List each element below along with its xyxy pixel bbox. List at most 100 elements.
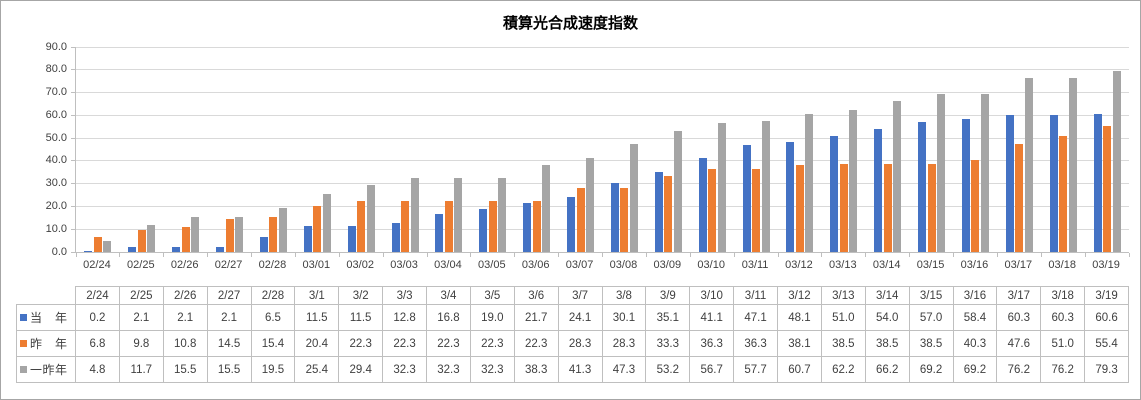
table-header-cell: 3/5 (469, 286, 515, 305)
table-cell: 57.0 (908, 304, 954, 331)
y-axis-tick (71, 92, 75, 94)
table-cell: 2.1 (118, 304, 164, 331)
x-axis-tick-label: 02/26 (170, 259, 199, 271)
bar-last-year (313, 205, 322, 252)
table-cell: 6.5 (250, 304, 296, 331)
table-cell: 55.4 (1084, 330, 1129, 357)
bar-two-years-ago (322, 194, 331, 252)
table-cell: 51.0 (820, 304, 866, 331)
table-cell: 11.5 (338, 304, 384, 331)
table-cell: 32.3 (382, 356, 427, 383)
bar-last-year (444, 201, 453, 252)
bar-two-years-ago (1068, 78, 1077, 252)
bar-last-year (620, 187, 629, 252)
bar-last-year (971, 160, 980, 252)
bar-last-year (225, 218, 234, 252)
table-header-cell: 3/16 (952, 286, 998, 305)
y-axis-tick-label: 90.0 (45, 40, 67, 53)
bar-this-year (347, 225, 356, 252)
table-cell: 36.3 (689, 330, 735, 357)
table-cell: 2.1 (206, 304, 252, 331)
x-axis-tick (119, 253, 121, 257)
x-axis-tick-label: 03/15 (916, 259, 945, 271)
bar-this-year (84, 251, 93, 252)
table-header-cell: 2/26 (162, 286, 208, 305)
bar-this-year (1049, 114, 1058, 252)
table-cell: 66.2 (864, 356, 910, 383)
legend-key-two-years-ago (20, 366, 27, 373)
table-cell: 21.7 (513, 304, 559, 331)
gridline (76, 69, 1129, 71)
x-axis-tick (777, 253, 779, 257)
table-cell: 60.3 (1040, 304, 1086, 331)
table-header-cell: 2/24 (75, 286, 120, 305)
x-axis-tick (294, 253, 296, 257)
table-header-cell: 2/28 (250, 286, 296, 305)
bar-last-year (181, 227, 190, 252)
table-cell: 2.1 (162, 304, 208, 331)
table-header-cell: 3/2 (338, 286, 384, 305)
table-cell: 47.6 (996, 330, 1042, 357)
table-cell: 22.3 (426, 330, 471, 357)
gridline (76, 46, 1129, 48)
bar-two-years-ago (1112, 71, 1121, 252)
bar-this-year (1005, 114, 1014, 252)
x-axis-tick-label: 02/28 (258, 259, 287, 271)
table-header-cell: 3/12 (777, 286, 822, 305)
table-cell: 22.3 (469, 330, 515, 357)
y-axis-tick-label: 60.0 (45, 108, 67, 121)
bar-two-years-ago (235, 216, 244, 252)
data-table-header-row: 2/24 2/25 2/26 2/27 2/28 3/1 3/2 3/3 3/4 3/5 3/6 3/… (17, 286, 1129, 305)
bar-this-year (435, 213, 444, 252)
table-header-cell: 3/10 (689, 286, 735, 305)
table-cell: 79.3 (1084, 356, 1129, 383)
y-axis-tick (71, 69, 75, 71)
table-header-cell: 3/17 (996, 286, 1042, 305)
x-axis-tick (1040, 253, 1042, 257)
bar-this-year (303, 225, 312, 252)
bar-last-year (401, 201, 410, 252)
y-axis-tick (71, 46, 75, 48)
table-cell: 11.7 (118, 356, 164, 383)
y-axis-tick-label: 70.0 (45, 86, 67, 99)
bar-two-years-ago (454, 178, 463, 252)
bar-last-year (576, 187, 585, 252)
x-axis-tick-label: 03/16 (960, 259, 989, 271)
x-axis-tick (689, 253, 691, 257)
x-axis-tick-label: 03/06 (521, 259, 550, 271)
bar-this-year (654, 172, 663, 252)
legend-key-this-year (20, 314, 27, 321)
bar-last-year (532, 201, 541, 252)
bar-two-years-ago (191, 216, 200, 252)
bar-this-year (523, 202, 532, 252)
bar-this-year (918, 122, 927, 252)
bar-two-years-ago (147, 225, 156, 252)
table-cell: 41.3 (557, 356, 603, 383)
x-axis-tick (382, 253, 384, 257)
table-cell: 48.1 (777, 304, 822, 331)
table-cell: 19.0 (469, 304, 515, 331)
table-cell: 62.2 (820, 356, 866, 383)
bar-two-years-ago (761, 120, 770, 252)
table-header-cell: 3/14 (864, 286, 910, 305)
table-cell: 15.5 (206, 356, 252, 383)
gridline (76, 160, 1129, 162)
table-cell: 9.8 (118, 330, 164, 357)
table-cell: 22.3 (338, 330, 384, 357)
bar-last-year (488, 201, 497, 252)
series-label-cell: 昨 年 (16, 330, 76, 357)
x-axis-tick (470, 253, 472, 257)
x-axis-tick (338, 253, 340, 257)
bar-two-years-ago (498, 178, 507, 252)
table-cell: 36.3 (733, 330, 778, 357)
bar-two-years-ago (937, 94, 946, 252)
y-axis-tick (71, 228, 75, 230)
table-cell: 60.7 (777, 356, 822, 383)
legend-key-last-year (20, 340, 27, 347)
x-axis-tick (426, 253, 428, 257)
table-row-this-year: 当 年 0.2 2.1 2.1 2.1 6.5 11.5 11.5 12.8 16.8 19.0 21… (16, 304, 1129, 331)
table-cell: 20.4 (294, 330, 340, 357)
x-axis-tick-label: 02/25 (127, 259, 155, 271)
y-axis-tick-label: 50.0 (45, 131, 67, 144)
x-axis-tick (865, 253, 867, 257)
